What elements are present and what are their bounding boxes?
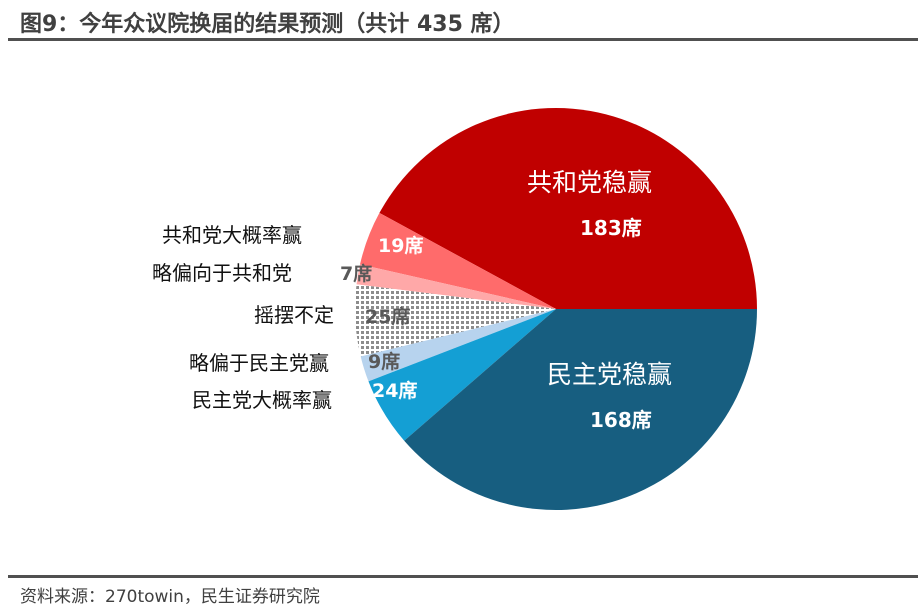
rep-lean-value: 7席 [340, 263, 373, 285]
dem-safe-label: 民主党稳赢 [547, 360, 673, 389]
tossup-label: 摇摆不定 [254, 303, 334, 327]
title-divider [8, 38, 918, 41]
pie-slices [354, 107, 757, 511]
pie-slice [354, 284, 556, 357]
dem-safe-value: 168席 [590, 408, 652, 432]
dem-lean-label: 略偏于民主党赢 [189, 351, 329, 375]
source-note: 资料来源：270towin，民生证券研究院 [20, 587, 320, 607]
pie-slice [356, 264, 556, 309]
pie-slice [404, 309, 757, 511]
footer-divider [8, 575, 918, 578]
rep-safe-label: 共和党稳赢 [527, 168, 653, 197]
pie-slice [368, 309, 556, 441]
tossup-value: 25席 [365, 306, 411, 328]
rep-lean-label: 略偏向于共和党 [152, 261, 292, 285]
pie-slice [360, 309, 556, 382]
rep-safe-value: 183席 [580, 216, 642, 240]
figure-title: 图9：今年众议院换届的结果预测（共计 435 席） [20, 12, 515, 37]
dem-lean-value: 9席 [368, 351, 401, 373]
dem-likely-label: 民主党大概率赢 [192, 388, 332, 412]
rep-likely-label: 共和党大概率赢 [162, 223, 302, 247]
rep-likely-value: 19席 [378, 235, 424, 257]
pie-slice [360, 212, 556, 309]
pie-slice [379, 107, 757, 309]
dem-likely-value: 24席 [372, 380, 418, 402]
